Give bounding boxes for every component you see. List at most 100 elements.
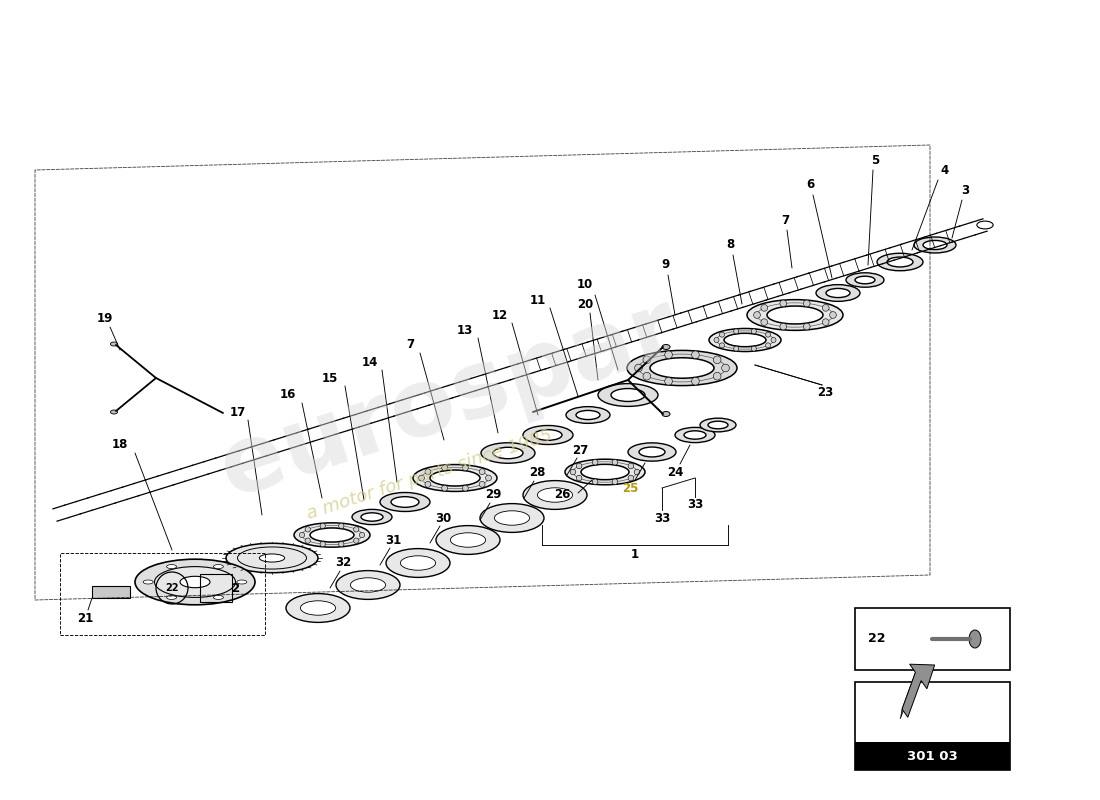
Text: 31: 31 xyxy=(385,534,402,546)
Bar xyxy=(60,553,265,635)
Bar xyxy=(200,574,232,602)
Circle shape xyxy=(754,312,760,318)
Ellipse shape xyxy=(887,257,913,267)
Text: 28: 28 xyxy=(529,466,546,479)
Text: 15: 15 xyxy=(322,371,338,385)
Circle shape xyxy=(766,332,771,337)
Text: 18: 18 xyxy=(112,438,129,451)
Ellipse shape xyxy=(816,285,860,302)
Text: 5: 5 xyxy=(871,154,879,166)
Ellipse shape xyxy=(294,523,370,547)
Circle shape xyxy=(360,532,365,538)
Text: 12: 12 xyxy=(492,309,508,322)
Ellipse shape xyxy=(566,406,610,423)
Circle shape xyxy=(353,526,359,532)
Text: 20: 20 xyxy=(576,298,593,311)
Ellipse shape xyxy=(110,410,118,414)
Circle shape xyxy=(719,343,725,348)
Text: 19: 19 xyxy=(97,311,113,325)
Text: 11: 11 xyxy=(530,294,546,306)
Circle shape xyxy=(692,351,700,358)
Text: 21: 21 xyxy=(77,611,94,625)
Ellipse shape xyxy=(914,237,956,253)
Ellipse shape xyxy=(628,443,676,461)
Polygon shape xyxy=(900,672,915,719)
Circle shape xyxy=(692,378,700,385)
Ellipse shape xyxy=(166,565,177,569)
Ellipse shape xyxy=(430,470,480,486)
Text: 8: 8 xyxy=(726,238,734,251)
Ellipse shape xyxy=(855,276,875,284)
Ellipse shape xyxy=(300,601,336,615)
Circle shape xyxy=(780,323,786,330)
Ellipse shape xyxy=(494,510,529,525)
Text: 29: 29 xyxy=(485,489,502,502)
Circle shape xyxy=(320,542,326,546)
Ellipse shape xyxy=(639,447,665,457)
Bar xyxy=(855,742,1010,770)
Circle shape xyxy=(644,372,651,380)
Circle shape xyxy=(803,300,810,306)
Ellipse shape xyxy=(610,389,645,402)
Text: 6: 6 xyxy=(806,178,814,191)
Text: 10: 10 xyxy=(576,278,593,291)
Ellipse shape xyxy=(480,504,544,533)
Circle shape xyxy=(612,479,618,485)
Text: 25: 25 xyxy=(621,482,638,494)
Text: 9: 9 xyxy=(661,258,669,271)
Ellipse shape xyxy=(361,513,383,521)
Circle shape xyxy=(339,542,344,546)
Polygon shape xyxy=(902,664,935,718)
Ellipse shape xyxy=(747,300,843,330)
Bar xyxy=(855,608,1010,670)
Circle shape xyxy=(803,323,810,330)
Text: 13: 13 xyxy=(456,323,473,337)
Circle shape xyxy=(823,318,829,326)
Text: 16: 16 xyxy=(279,389,296,402)
Circle shape xyxy=(751,346,757,351)
Text: eurospar: eurospar xyxy=(209,282,691,518)
Circle shape xyxy=(823,305,829,311)
Ellipse shape xyxy=(110,342,118,346)
Ellipse shape xyxy=(650,358,714,378)
Ellipse shape xyxy=(286,594,350,622)
Text: 1: 1 xyxy=(631,549,639,562)
Circle shape xyxy=(419,475,425,481)
Ellipse shape xyxy=(351,578,386,592)
Circle shape xyxy=(462,486,469,491)
Ellipse shape xyxy=(977,221,993,229)
Text: 14: 14 xyxy=(362,355,378,369)
Text: 22: 22 xyxy=(165,583,178,593)
Circle shape xyxy=(480,469,485,474)
Circle shape xyxy=(442,486,448,491)
Ellipse shape xyxy=(708,421,728,429)
Ellipse shape xyxy=(310,528,354,542)
Ellipse shape xyxy=(238,547,307,569)
Ellipse shape xyxy=(135,559,255,605)
Circle shape xyxy=(664,351,672,358)
Circle shape xyxy=(592,479,598,485)
Circle shape xyxy=(299,532,305,538)
Circle shape xyxy=(719,332,725,337)
Circle shape xyxy=(766,343,771,348)
Ellipse shape xyxy=(522,481,587,510)
Circle shape xyxy=(320,523,326,529)
Circle shape xyxy=(780,300,786,306)
Ellipse shape xyxy=(724,334,766,346)
Ellipse shape xyxy=(379,493,430,511)
Text: 33: 33 xyxy=(653,511,670,525)
Circle shape xyxy=(628,463,634,469)
Bar xyxy=(855,682,1010,770)
Ellipse shape xyxy=(180,576,210,588)
Ellipse shape xyxy=(450,533,485,547)
Ellipse shape xyxy=(767,306,823,324)
Circle shape xyxy=(714,338,719,342)
Circle shape xyxy=(761,305,768,311)
Circle shape xyxy=(576,475,582,481)
Ellipse shape xyxy=(846,273,884,287)
Ellipse shape xyxy=(166,595,177,599)
Ellipse shape xyxy=(436,526,500,554)
Text: 3: 3 xyxy=(961,183,969,197)
Circle shape xyxy=(751,329,757,334)
Ellipse shape xyxy=(538,488,573,502)
